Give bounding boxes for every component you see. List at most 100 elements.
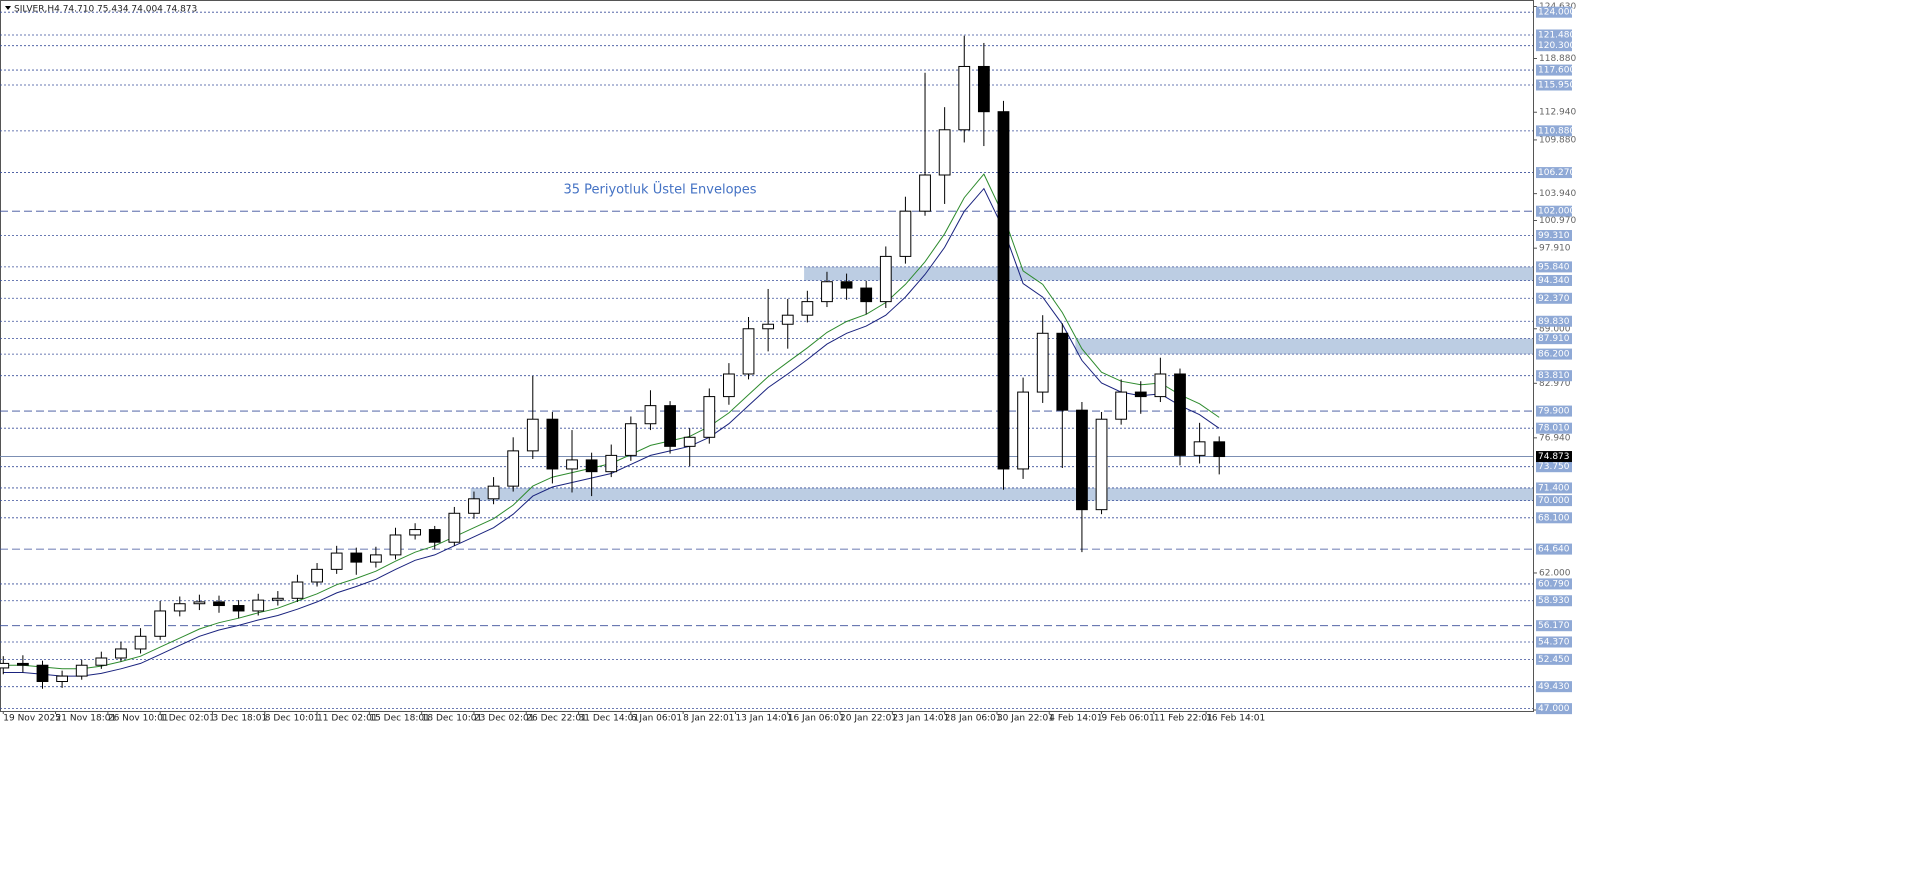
level-label: 83.810 <box>1538 371 1570 381</box>
plot-frame <box>0 0 1534 712</box>
level-label: 78.010 <box>1538 424 1570 434</box>
level-label: 49.430 <box>1538 682 1570 692</box>
candle-body <box>742 328 755 375</box>
candle-body <box>75 664 88 677</box>
level-label: 99.310 <box>1538 231 1570 241</box>
candle-body <box>585 459 598 473</box>
y-tick-label: 109.880 <box>1539 135 1576 145</box>
candle-body <box>546 418 559 470</box>
candle-body <box>370 554 382 563</box>
candle-body <box>213 601 225 607</box>
level-label-box <box>1536 125 1572 137</box>
level-label-box <box>1536 315 1572 327</box>
level-label: 115.950 <box>1538 81 1575 91</box>
candle-body <box>919 174 931 212</box>
level-label: 87.910 <box>1538 334 1570 344</box>
candle-body <box>468 498 480 514</box>
candle-body <box>134 635 147 650</box>
level-label-box <box>1536 461 1572 473</box>
zone <box>470 487 1534 501</box>
candle-body <box>821 281 833 303</box>
x-tick-label: 21 Nov 18:01 <box>56 714 117 724</box>
candle-body <box>232 605 245 612</box>
annotation: 35 Periyotluk Üstel Envelopes <box>563 181 756 198</box>
level-label-box <box>1536 167 1572 179</box>
y-tick-label: 82.970 <box>1539 379 1571 389</box>
level-label: 73.750 <box>1538 462 1570 472</box>
candle-body <box>271 597 284 601</box>
candle-body <box>899 210 912 257</box>
level-label-box <box>1536 348 1572 360</box>
candle-body <box>1095 418 1108 511</box>
candle-body <box>252 599 265 612</box>
candle-body <box>1056 332 1069 411</box>
level-label-box <box>1536 653 1572 665</box>
candle-body <box>840 281 853 289</box>
candle-body <box>1193 441 1206 456</box>
y-tick-label: 100.970 <box>1539 216 1576 226</box>
level-label: 117.600 <box>1538 66 1575 76</box>
candle-body <box>1076 409 1088 511</box>
level-label: 86.200 <box>1538 350 1570 360</box>
level-label-box <box>1536 79 1572 91</box>
x-tick-label: 8 Dec 10:01 <box>265 714 320 724</box>
level-label-box <box>1536 261 1572 273</box>
candle-body <box>1213 441 1226 458</box>
level-label: 56.170 <box>1538 621 1570 631</box>
x-tick-label: 19 Nov 2025 <box>3 714 61 724</box>
candle-body <box>860 287 873 303</box>
level-label-box <box>1536 495 1572 507</box>
level-label: 124.000 <box>1538 8 1575 18</box>
candle-body <box>448 512 461 543</box>
level-label-box <box>1536 578 1572 590</box>
level-label: 121.480 <box>1538 30 1575 40</box>
level-label-box <box>1536 543 1572 555</box>
x-tick-label: 11 Dec 02:01 <box>317 714 378 724</box>
x-tick-label: 26 Dec 22:01 <box>526 714 587 724</box>
y-tick-label: 62.000 <box>1539 568 1571 578</box>
level-label: 68.100 <box>1538 513 1570 523</box>
candle-body <box>526 418 539 452</box>
level-label-box <box>1536 405 1572 417</box>
level-label-box <box>1536 40 1572 52</box>
level-label: 47.000 <box>1538 704 1570 714</box>
level-label: 70.000 <box>1538 496 1570 506</box>
zone <box>804 266 1533 281</box>
candle-body <box>330 552 343 570</box>
level-label: 106.270 <box>1538 168 1575 178</box>
candle-body <box>938 129 951 176</box>
level-label: 95.840 <box>1538 262 1570 272</box>
level-label-box <box>1536 292 1572 304</box>
y-tick-label: 112.940 <box>1539 108 1576 118</box>
x-tick-label: 30 Jan 22:01 <box>997 714 1054 724</box>
candle-body <box>16 662 29 666</box>
candle-body <box>507 450 520 487</box>
level-label: 89.830 <box>1538 317 1570 327</box>
candle-body <box>350 552 363 563</box>
candle-body <box>624 423 637 456</box>
candle-body <box>958 65 971 131</box>
x-tick-label: 11 Feb 22:01 <box>1154 714 1213 724</box>
candle-body <box>173 603 186 612</box>
level-label: 94.340 <box>1538 276 1570 286</box>
candle-body <box>193 601 206 605</box>
candle-body <box>605 454 618 473</box>
x-tick-label: 9 Feb 06:01 <box>1102 714 1155 724</box>
level-label-box <box>1536 636 1572 648</box>
level-label: 102.000 <box>1538 207 1575 217</box>
candle-body <box>664 405 676 447</box>
candle-body <box>762 323 775 330</box>
level-label-box <box>1536 681 1572 693</box>
x-tick-label: 1 Dec 02:01 <box>160 714 215 724</box>
candle-body <box>36 664 49 683</box>
candle-body <box>56 675 68 683</box>
x-tick-label: 8 Jan 22:01 <box>683 714 734 724</box>
level-label-box <box>1536 64 1572 76</box>
level-label: 120.300 <box>1538 41 1575 51</box>
candle-body <box>428 529 441 543</box>
x-tick-label: 6 Jan 06:01 <box>631 714 682 724</box>
candle-body <box>723 373 735 398</box>
x-tick-label: 13 Jan 14:01 <box>735 714 792 724</box>
